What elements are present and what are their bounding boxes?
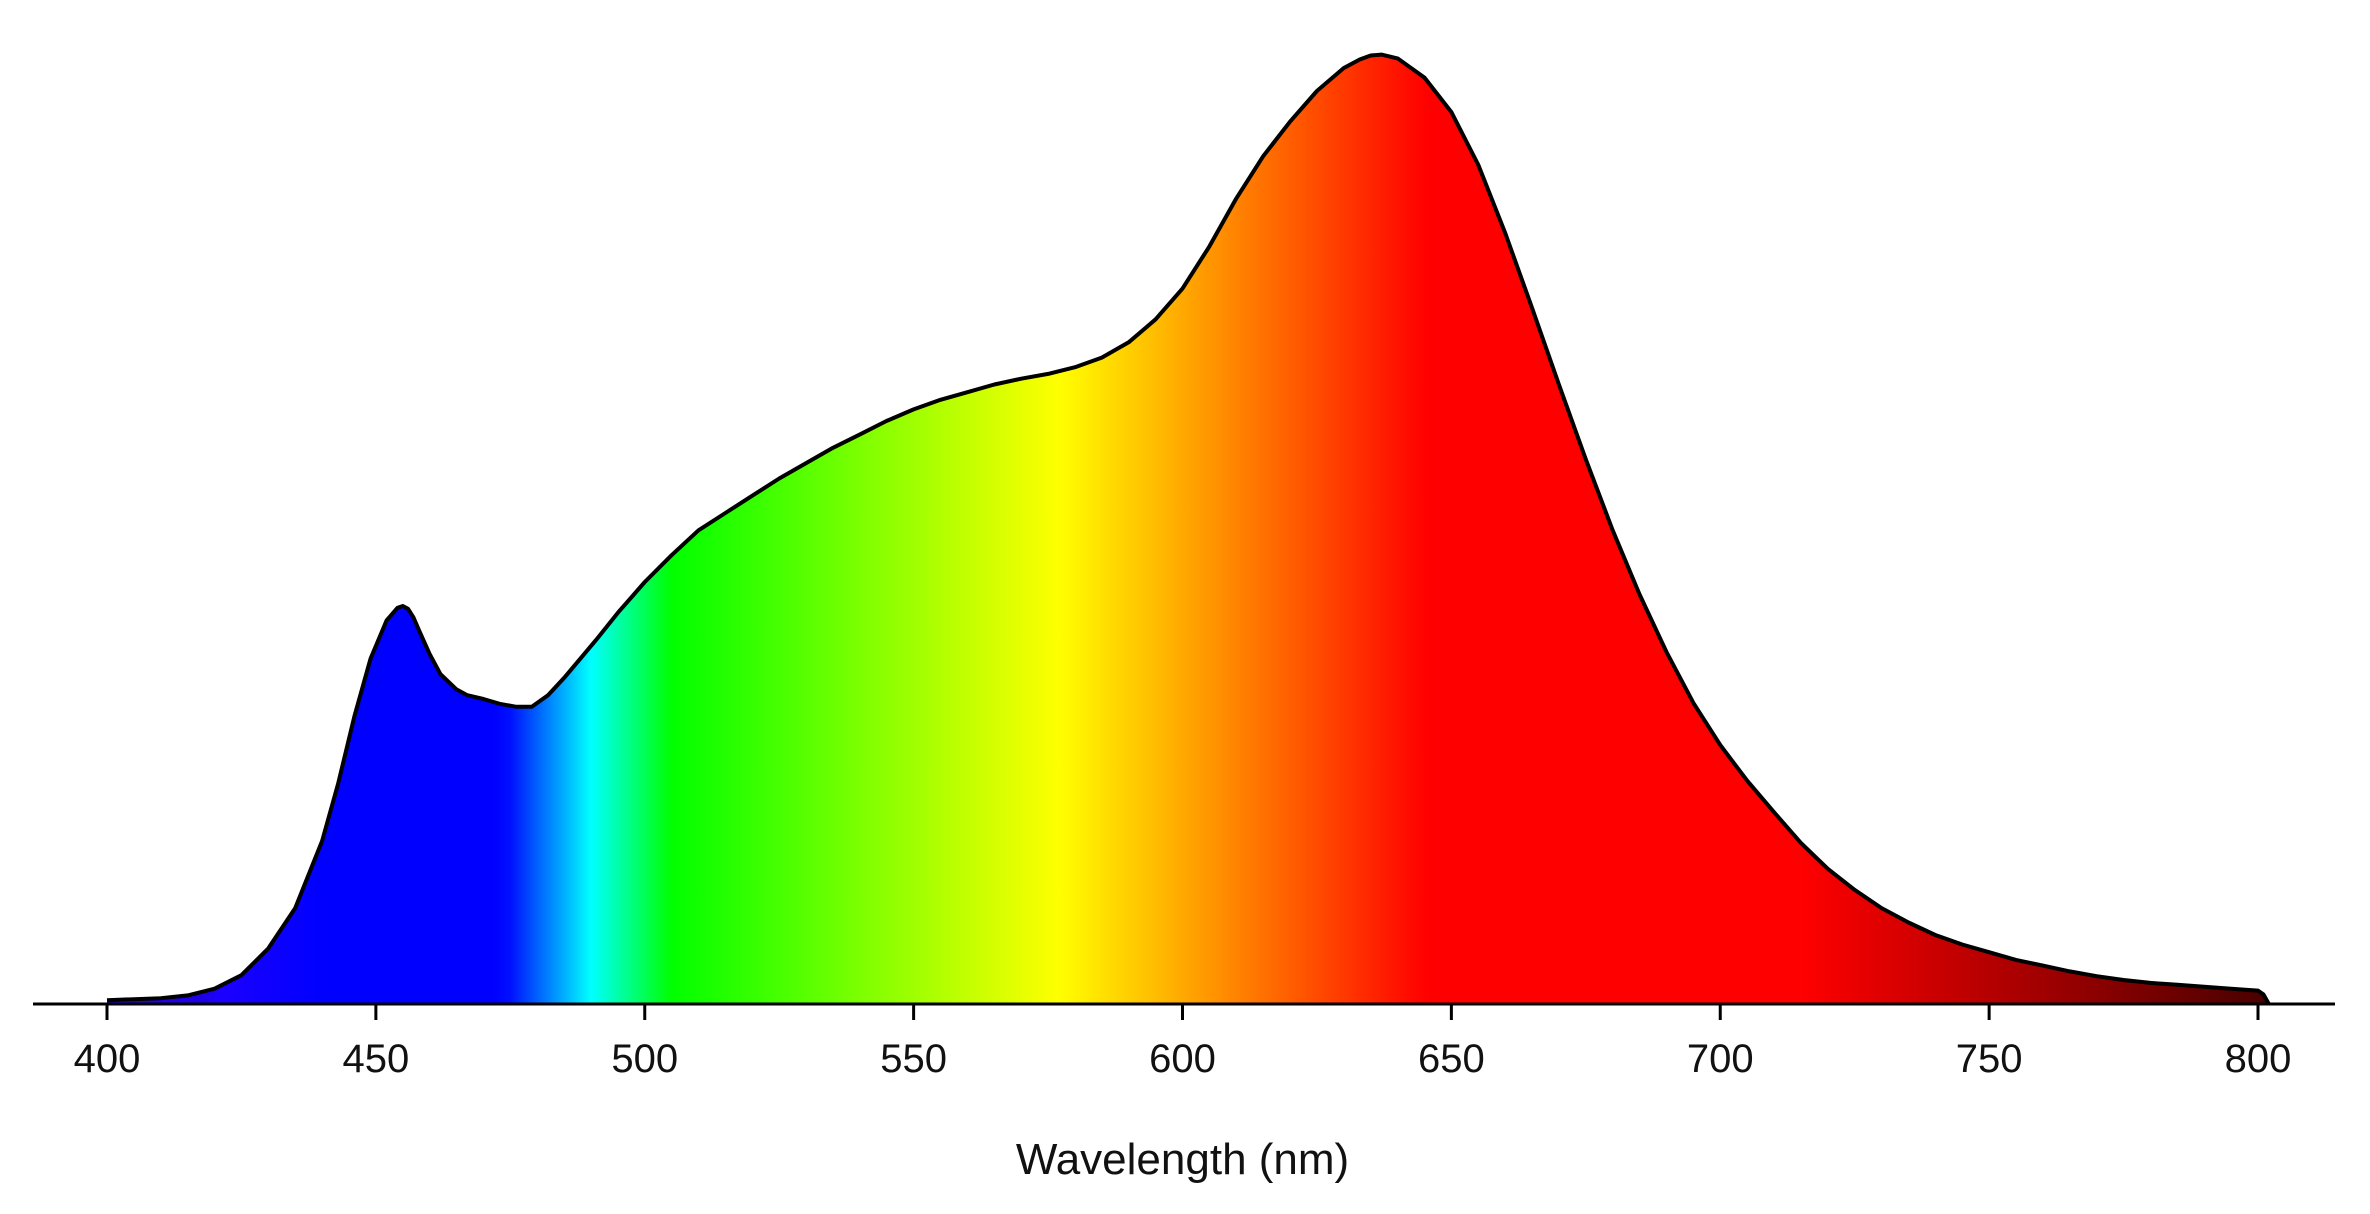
x-tick-label: 550 [880,1037,947,1081]
plot-area [106,52,2271,1005]
x-axis-ticks: 400 450 500 550 600 650 700 750 800 [74,1004,2292,1081]
spectrum-area [107,54,2269,1005]
x-tick-label: 700 [1687,1037,1754,1081]
x-tick-label: 800 [2225,1037,2292,1081]
x-tick-label: 650 [1418,1037,1485,1081]
x-tick-label: 450 [343,1037,410,1081]
spectrum-outline [106,52,2271,1005]
x-axis-title: Wavelength (nm) [1016,1135,1349,1184]
x-tick-label: 500 [611,1037,678,1081]
x-tick-label: 400 [74,1037,141,1081]
x-tick-label: 600 [1149,1037,1216,1081]
x-tick-label: 750 [1956,1037,2023,1081]
